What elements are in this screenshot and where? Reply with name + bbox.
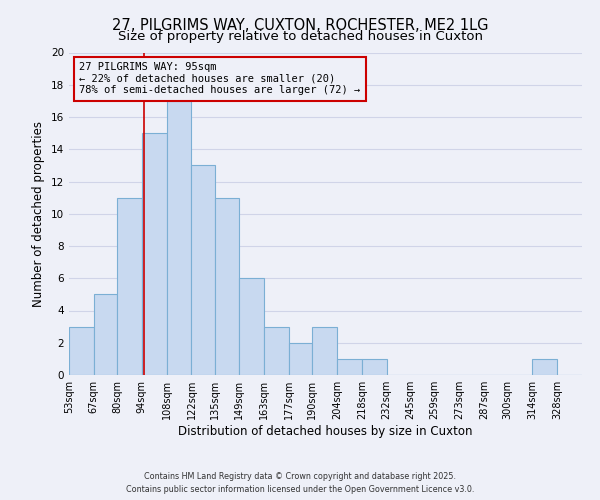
Bar (94, 294, 117, 375)
Bar (117, 198, 142, 375)
Text: 27, PILGRIMS WAY, CUXTON, ROCHESTER, ME2 1LG: 27, PILGRIMS WAY, CUXTON, ROCHESTER, ME2… (112, 18, 488, 32)
Text: 27 PILGRIMS WAY: 95sqm
← 22% of detached houses are smaller (20)
78% of semi-det: 27 PILGRIMS WAY: 95sqm ← 22% of detached… (79, 62, 361, 96)
Bar (312, 326, 337, 375)
Bar (532, 359, 557, 375)
Bar (142, 133, 167, 375)
Bar (215, 198, 239, 375)
Bar (69, 326, 94, 375)
Bar (239, 278, 264, 375)
X-axis label: Distribution of detached houses by size in Cuxton: Distribution of detached houses by size … (178, 425, 473, 438)
Text: Size of property relative to detached houses in Cuxton: Size of property relative to detached ho… (118, 30, 482, 43)
Bar (167, 101, 191, 375)
Bar (289, 343, 312, 375)
Bar (337, 359, 362, 375)
Bar (264, 326, 289, 375)
Bar (362, 359, 387, 375)
Bar (191, 166, 215, 375)
Text: Contains HM Land Registry data © Crown copyright and database right 2025.
Contai: Contains HM Land Registry data © Crown c… (126, 472, 474, 494)
Y-axis label: Number of detached properties: Number of detached properties (32, 120, 46, 306)
